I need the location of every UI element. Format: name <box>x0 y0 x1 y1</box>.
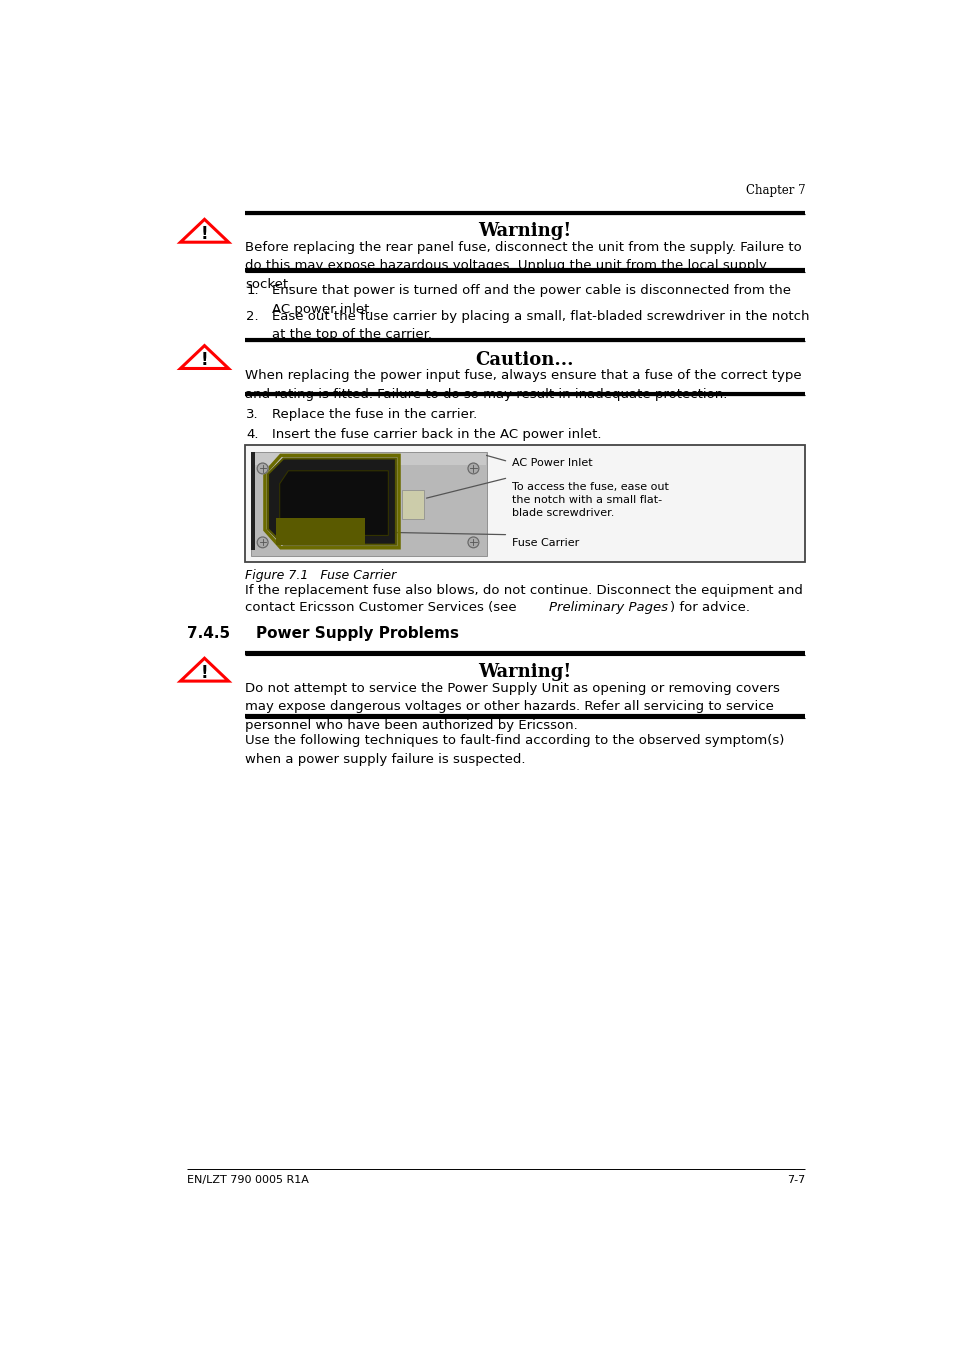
Text: Warning!: Warning! <box>477 663 571 682</box>
Text: EN/LZT 790 0005 R1A: EN/LZT 790 0005 R1A <box>187 1176 309 1185</box>
Circle shape <box>468 463 478 474</box>
Text: 7-7: 7-7 <box>786 1176 804 1185</box>
Text: Use the following techniques to fault-find according to the observed symptom(s)
: Use the following techniques to fault-fi… <box>245 734 783 765</box>
Text: AC Power Inlet: AC Power Inlet <box>512 459 592 468</box>
Text: contact Ericsson Customer Services (see: contact Ericsson Customer Services (see <box>245 601 520 614</box>
Text: Fuse Carrier: Fuse Carrier <box>512 537 578 548</box>
Circle shape <box>257 537 268 548</box>
Text: ) for advice.: ) for advice. <box>669 601 749 614</box>
Text: Chapter 7: Chapter 7 <box>744 184 804 197</box>
Text: Warning!: Warning! <box>477 221 571 240</box>
Text: !: ! <box>200 225 208 243</box>
Text: Insert the fuse carrier back in the AC power inlet.: Insert the fuse carrier back in the AC p… <box>272 428 600 440</box>
Text: When replacing the power input fuse, always ensure that a fuse of the correct ty: When replacing the power input fuse, alw… <box>245 369 801 401</box>
FancyBboxPatch shape <box>251 451 487 556</box>
Text: Power Supply Problems: Power Supply Problems <box>256 626 459 641</box>
Text: Do not attempt to service the Power Supply Unit as opening or removing covers
ma: Do not attempt to service the Power Supp… <box>245 682 779 732</box>
Text: Replace the fuse in the carrier.: Replace the fuse in the carrier. <box>272 408 476 421</box>
Text: If the replacement fuse also blows, do not continue. Disconnect the equipment an: If the replacement fuse also blows, do n… <box>245 585 801 597</box>
Circle shape <box>257 463 268 474</box>
FancyBboxPatch shape <box>275 518 365 544</box>
Text: 7.4.5: 7.4.5 <box>187 626 231 641</box>
FancyBboxPatch shape <box>251 451 254 549</box>
Text: 2.: 2. <box>246 310 258 323</box>
FancyBboxPatch shape <box>245 446 804 563</box>
Text: Figure 7.1   Fuse Carrier: Figure 7.1 Fuse Carrier <box>245 568 395 582</box>
Text: !: ! <box>200 351 208 369</box>
Text: 3.: 3. <box>246 408 258 421</box>
Text: Ensure that power is turned off and the power cable is disconnected from the
AC : Ensure that power is turned off and the … <box>272 285 790 316</box>
Text: 1.: 1. <box>246 285 258 297</box>
Text: Caution...: Caution... <box>476 351 574 369</box>
Text: Preliminary Pages: Preliminary Pages <box>548 601 667 614</box>
FancyBboxPatch shape <box>402 490 423 520</box>
Circle shape <box>468 537 478 548</box>
Text: To access the fuse, ease out
the notch with a small flat-
blade screwdriver.: To access the fuse, ease out the notch w… <box>512 482 668 518</box>
Text: 4.: 4. <box>246 428 258 440</box>
Text: Before replacing the rear panel fuse, disconnect the unit from the supply. Failu: Before replacing the rear panel fuse, di… <box>245 240 801 290</box>
Text: !: ! <box>200 664 208 682</box>
Polygon shape <box>268 459 395 544</box>
FancyBboxPatch shape <box>253 454 485 466</box>
Text: Ease out the fuse carrier by placing a small, flat-bladed screwdriver in the not: Ease out the fuse carrier by placing a s… <box>272 310 808 342</box>
Polygon shape <box>279 471 388 536</box>
